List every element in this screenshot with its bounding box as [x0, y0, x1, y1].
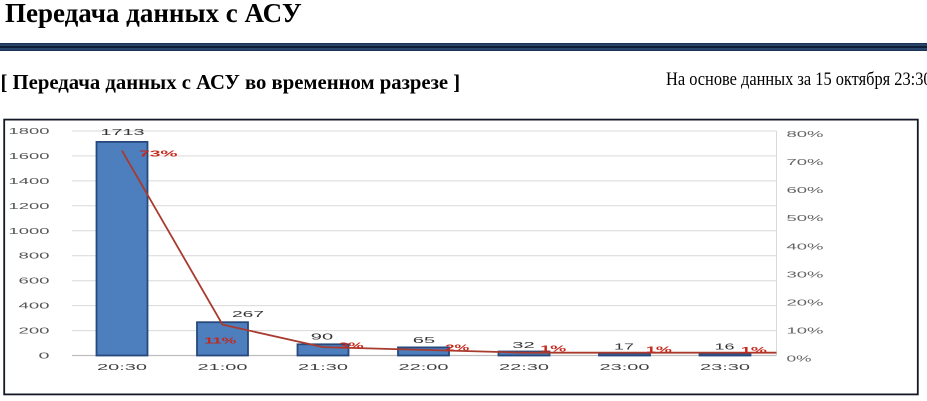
svg-text:1800: 1800: [9, 126, 51, 136]
svg-text:1600: 1600: [9, 151, 51, 161]
svg-text:16: 16: [715, 342, 736, 352]
svg-text:70%: 70%: [787, 158, 824, 167]
svg-text:2%: 2%: [445, 342, 470, 352]
svg-text:20:30: 20:30: [97, 362, 148, 372]
svg-text:32: 32: [512, 340, 535, 350]
svg-text:200: 200: [19, 326, 51, 336]
svg-text:40%: 40%: [787, 242, 824, 251]
svg-text:10%: 10%: [787, 326, 824, 335]
svg-text:3%: 3%: [339, 340, 365, 350]
svg-text:20%: 20%: [787, 298, 824, 307]
svg-text:800: 800: [19, 251, 51, 261]
svg-text:1713: 1713: [101, 127, 146, 137]
svg-text:23:00: 23:00: [600, 362, 651, 372]
svg-text:600: 600: [19, 276, 51, 286]
svg-text:0: 0: [39, 351, 51, 361]
svg-text:21:00: 21:00: [198, 362, 249, 372]
svg-text:22:00: 22:00: [399, 362, 450, 372]
svg-text:1000: 1000: [9, 226, 51, 236]
svg-text:17: 17: [614, 342, 635, 352]
svg-text:73%: 73%: [139, 148, 178, 158]
svg-text:1400: 1400: [9, 176, 51, 186]
svg-text:50%: 50%: [787, 214, 824, 223]
svg-text:0%: 0%: [787, 355, 812, 364]
svg-text:30%: 30%: [787, 270, 824, 279]
svg-text:1%: 1%: [646, 345, 673, 355]
svg-text:60%: 60%: [787, 186, 824, 195]
svg-text:65: 65: [413, 335, 436, 345]
svg-text:11%: 11%: [204, 336, 237, 346]
svg-text:267: 267: [232, 309, 265, 319]
svg-text:22:30: 22:30: [499, 362, 550, 372]
svg-text:23:30: 23:30: [700, 362, 751, 372]
svg-text:90: 90: [311, 332, 334, 342]
svg-text:400: 400: [19, 301, 51, 311]
svg-text:21:30: 21:30: [298, 362, 349, 372]
svg-text:1%: 1%: [540, 344, 567, 354]
svg-text:1%: 1%: [741, 345, 768, 355]
svg-text:80%: 80%: [787, 130, 824, 139]
svg-text:1200: 1200: [9, 201, 51, 211]
